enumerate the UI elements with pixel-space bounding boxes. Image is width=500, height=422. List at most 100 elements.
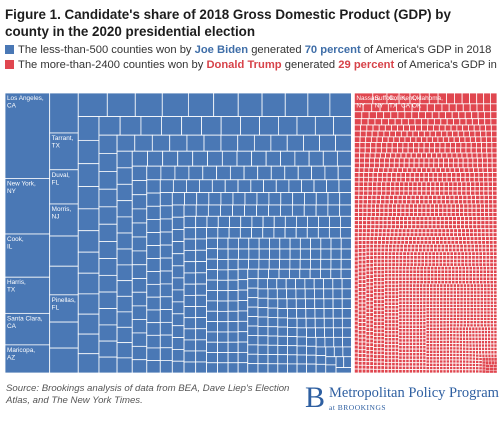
trump-county-tile [392, 236, 398, 241]
trump-county-tile [380, 343, 385, 348]
biden-county-tile [171, 229, 185, 243]
trump-county-tile [357, 271, 363, 277]
trump-county-tile [442, 303, 447, 309]
trump-county-tile [442, 297, 447, 302]
trump-county-tile [422, 328, 427, 333]
trump-county-tile [453, 118, 461, 126]
trump-county-tile [438, 255, 444, 260]
trump-county-tile [353, 181, 360, 187]
trump-county-tile [353, 212, 360, 217]
trump-county-tile [382, 167, 389, 173]
trump-county-tile [442, 286, 447, 292]
trump-county-tile [384, 251, 389, 256]
trump-county-tile [492, 186, 498, 192]
trump-county-tile [415, 341, 420, 347]
trump-county-tile [428, 172, 434, 178]
trump-county-tile [387, 167, 394, 173]
biden-county-tile [307, 215, 319, 228]
trump-county-tile [357, 349, 363, 355]
trump-county-tile [484, 207, 490, 213]
trump-county-tile [483, 103, 491, 113]
trump-county-tile [412, 321, 417, 326]
trump-county-tile [357, 240, 363, 245]
biden-county-tile [217, 290, 229, 302]
biden-county-tile [295, 215, 308, 228]
biden-county-tile [237, 179, 252, 194]
trump-county-tile [492, 212, 498, 217]
trump-county-tile [435, 326, 440, 331]
trump-county-tile [471, 356, 476, 361]
biden-county-tile [323, 278, 334, 290]
trump-county-tile [445, 320, 451, 325]
trump-county-tile [419, 317, 424, 323]
trump-county-tile [371, 199, 377, 205]
trump-county-tile [447, 224, 453, 230]
trump-county-tile [429, 283, 434, 288]
trump-county-tile [353, 157, 360, 164]
biden-county-tile [275, 179, 290, 194]
trump-county-tile [490, 340, 495, 345]
biden-county-tile [305, 298, 316, 309]
trump-county-tile [402, 142, 409, 149]
biden-county-tile [326, 179, 340, 194]
trump-county-tile [462, 340, 467, 345]
trump-county-tile [353, 207, 360, 213]
trump-county-tile [425, 212, 431, 217]
trump-county-tile [401, 283, 407, 288]
trump-county-tile [474, 190, 480, 196]
trump-county-tile [401, 293, 407, 299]
trump-county-tile [476, 290, 481, 295]
trump-county-tile [353, 280, 359, 286]
trump-county-tile [421, 212, 427, 217]
trump-county-tile [449, 313, 454, 318]
trump-county-tile [482, 262, 487, 267]
trump-county-tile [373, 240, 379, 245]
trump-county-tile [464, 176, 471, 183]
trump-county-tile [422, 293, 427, 299]
trump-county-tile [391, 326, 396, 331]
trump-county-tile [361, 111, 370, 120]
biden-county-tile [287, 363, 298, 374]
biden-county-tile [131, 180, 148, 196]
trump-county-tile [492, 220, 498, 226]
biden-county-tile [229, 165, 245, 181]
legend-text: generated [281, 59, 339, 71]
biden-county-tile [341, 288, 352, 300]
trump-county-tile [421, 152, 427, 159]
trump-county-tile [452, 339, 457, 344]
trump-county-tile [432, 310, 437, 315]
trump-county-tile [432, 313, 437, 318]
biden-county-tile [116, 150, 133, 169]
trump-county-tile [486, 142, 493, 149]
trump-county-tile [419, 220, 425, 226]
trump-county-tile [394, 294, 400, 299]
trump-county-tile [392, 212, 398, 217]
trump-county-tile [442, 258, 447, 264]
trump-county-tile [399, 243, 405, 249]
trump-county-tile [405, 258, 411, 264]
trump-county-tile [468, 224, 474, 230]
biden-county-tile [171, 241, 185, 255]
biden-county-tile [217, 279, 229, 292]
trump-county-tile [408, 341, 414, 347]
trump-county-tile [419, 286, 424, 292]
trump-county-tile [403, 243, 408, 249]
trump-county-tile [468, 265, 473, 271]
trump-county-tile [408, 348, 414, 353]
trump-county-tile [490, 111, 498, 120]
trump-county-tile [442, 310, 447, 315]
trump-county-tile [430, 167, 437, 173]
trump-county-tile [427, 124, 434, 132]
trump-county-tile [471, 262, 476, 267]
trump-county-tile [374, 216, 380, 222]
trump-county-tile [398, 310, 403, 316]
trump-county-tile [419, 362, 424, 367]
trump-county-tile [408, 328, 414, 333]
trump-county-tile [400, 172, 406, 178]
trump-county-tile [396, 236, 402, 241]
trump-county-tile [422, 345, 427, 350]
biden-county-tile [247, 353, 259, 365]
biden-county-tile [320, 237, 332, 250]
trump-county-tile [449, 317, 454, 322]
trump-county-tile [441, 232, 447, 238]
